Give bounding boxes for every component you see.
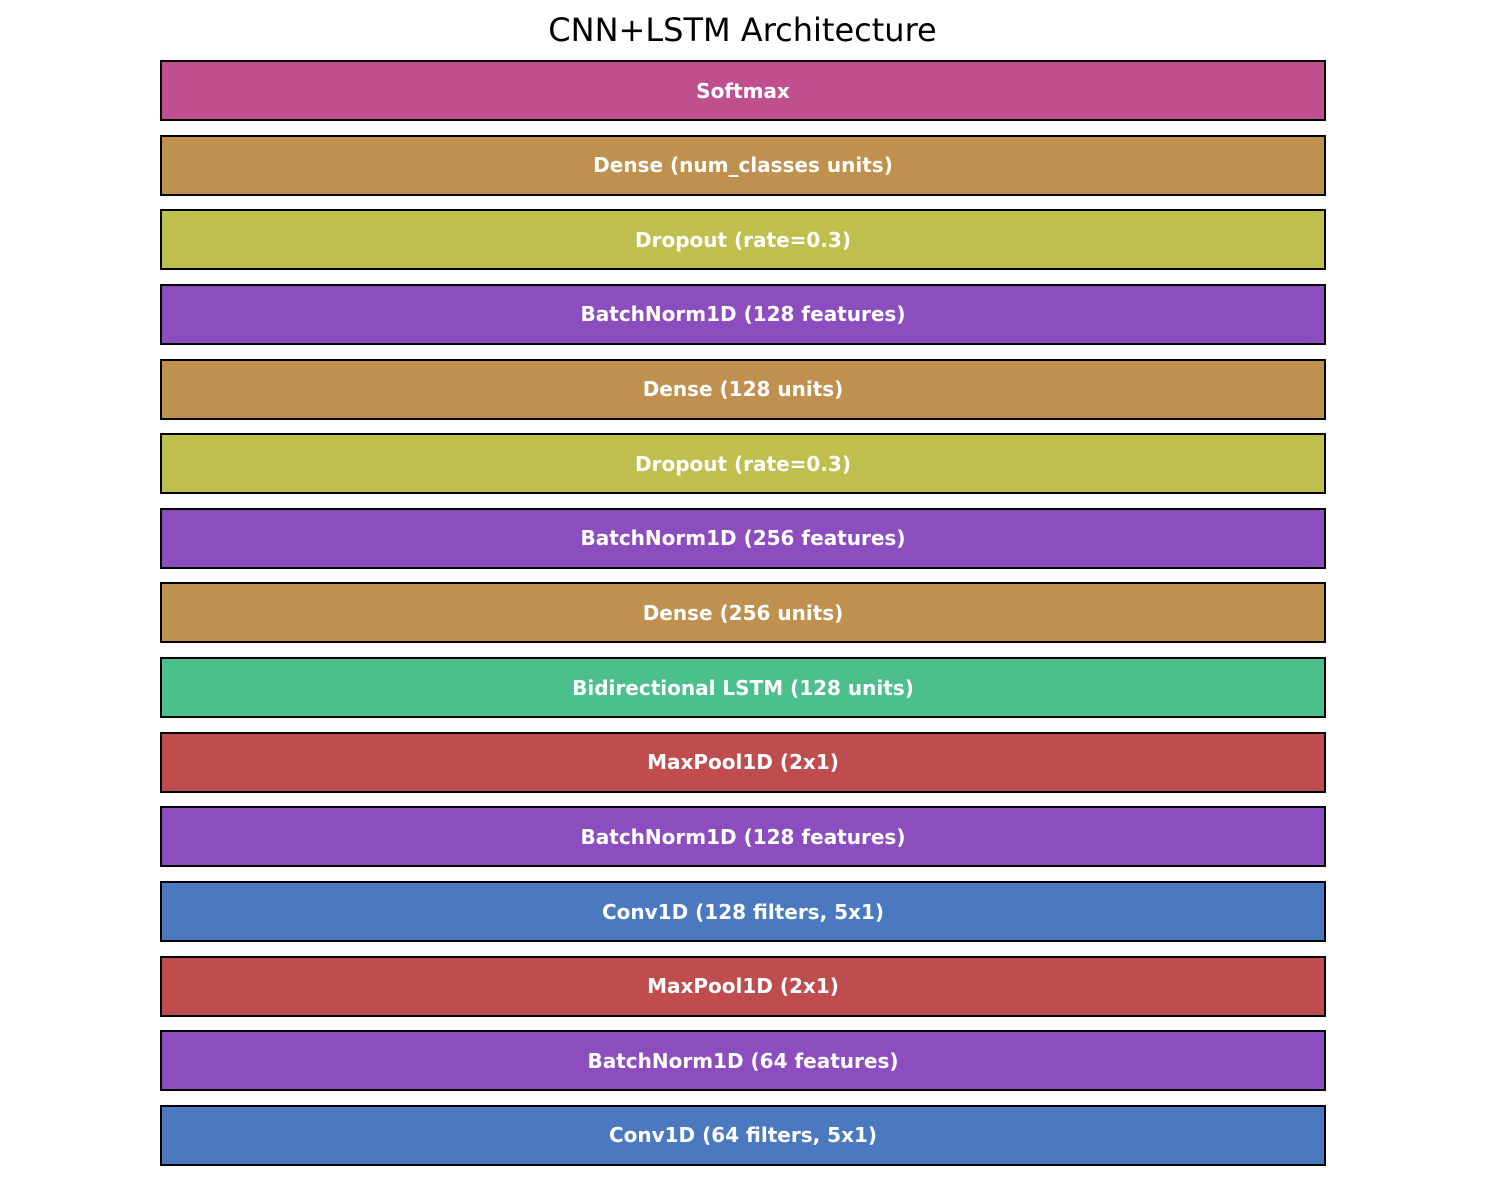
layer-box-dropout: Dropout (rate=0.3) xyxy=(160,433,1326,495)
layer-box-maxpool: MaxPool1D (2x1) xyxy=(160,955,1326,1017)
layer-box-conv: Conv1D (64 filters, 5x1) xyxy=(160,1104,1326,1166)
layer-box-dropout: Dropout (rate=0.3) xyxy=(160,209,1326,271)
layer-box-batchnorm: BatchNorm1D (128 features) xyxy=(160,806,1326,868)
layer-label: Conv1D (64 filters, 5x1) xyxy=(608,1123,878,1148)
layer-label: BatchNorm1D (256 features) xyxy=(580,526,906,551)
layer-box-maxpool: MaxPool1D (2x1) xyxy=(160,731,1326,793)
layer-box-batchnorm: BatchNorm1D (128 features) xyxy=(160,283,1326,345)
layer-label: Dropout (rate=0.3) xyxy=(635,451,851,476)
layer-box-conv: Conv1D (128 filters, 5x1) xyxy=(160,881,1326,943)
diagram-title: CNN+LSTM Architecture xyxy=(548,11,937,49)
layer-label: BatchNorm1D (64 features) xyxy=(587,1048,899,1073)
layer-label: BatchNorm1D (128 features) xyxy=(580,824,906,849)
layer-label: Conv1D (128 filters, 5x1) xyxy=(601,899,885,924)
layer-label: Dense (256 units) xyxy=(642,600,844,625)
layer-box-dense: Dense (num_classes units) xyxy=(160,134,1326,196)
layer-label: Bidirectional LSTM (128 units) xyxy=(572,675,914,700)
layer-label: MaxPool1D (2x1) xyxy=(647,750,839,775)
layer-box-softmax: Softmax xyxy=(160,60,1326,121)
layer-box-batchnorm: BatchNorm1D (256 features) xyxy=(160,507,1326,569)
layer-stack: Softmax Dense (num_classes units) Dropout … xyxy=(160,60,1326,1166)
layer-box-batchnorm: BatchNorm1D (64 features) xyxy=(160,1030,1326,1092)
layer-label: BatchNorm1D (128 features) xyxy=(580,302,906,327)
layer-label: Dropout (rate=0.3) xyxy=(635,227,851,252)
layer-box-lstm: Bidirectional LSTM (128 units) xyxy=(160,657,1326,719)
layer-label: Dense (128 units) xyxy=(642,377,844,402)
layer-label: Dense (num_classes units) xyxy=(593,153,893,178)
layer-box-dense: Dense (128 units) xyxy=(160,358,1326,420)
layer-label: Softmax xyxy=(696,78,790,103)
layer-label: MaxPool1D (2x1) xyxy=(647,974,839,999)
layer-box-dense: Dense (256 units) xyxy=(160,582,1326,644)
